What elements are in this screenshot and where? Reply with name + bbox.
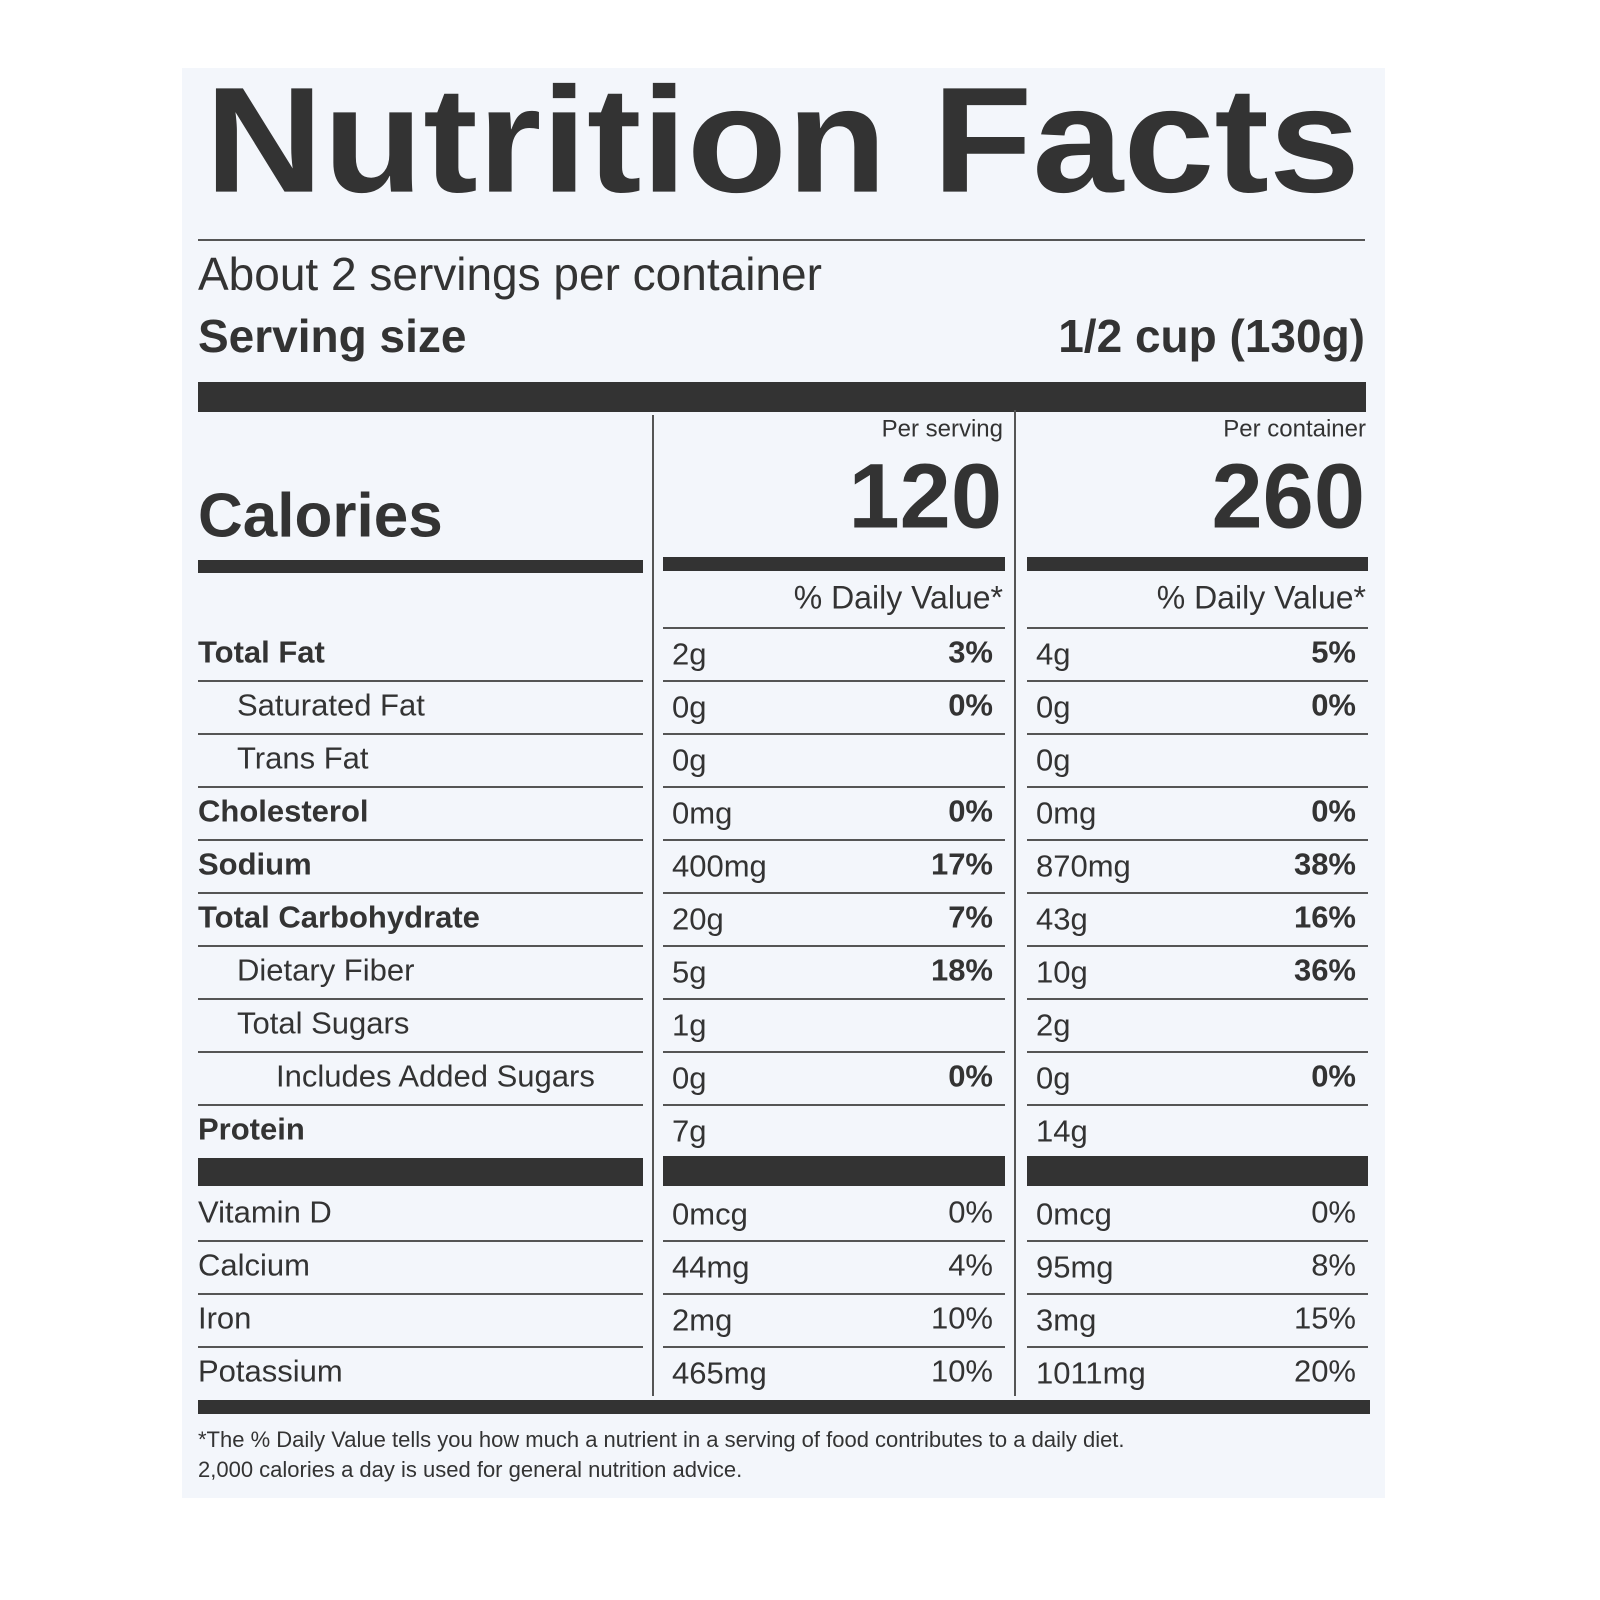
daily-value: 8%: [1311, 1248, 1356, 1283]
amount: 0mcg: [672, 1197, 748, 1232]
daily-value: 0%: [1311, 688, 1356, 723]
nutrient-name: Total Carbohydrate: [198, 900, 480, 935]
daily-value: 0%: [948, 1195, 993, 1230]
amount: 20g: [672, 902, 724, 937]
calories-value: 120: [849, 445, 1003, 547]
serving-size-value: 1/2 cup (130g): [1058, 310, 1365, 362]
amount: 2mg: [672, 1303, 732, 1338]
nutrient-name: Calcium: [198, 1248, 310, 1283]
amount: 5g: [672, 955, 706, 990]
amount: 870mg: [1036, 849, 1131, 884]
calories-value: 260: [1212, 445, 1366, 547]
amount: 95mg: [1036, 1250, 1114, 1285]
nutrient-name: Total Sugars: [237, 1006, 409, 1041]
daily-value: 38%: [1294, 847, 1356, 882]
column-heading: Per container: [1223, 415, 1366, 442]
amount: 0mcg: [1036, 1197, 1112, 1232]
nutrient-name: Vitamin D: [198, 1195, 332, 1230]
amount: 0mg: [1036, 796, 1096, 831]
nutrient-name: Trans Fat: [237, 741, 369, 776]
nutrient-name: Dietary Fiber: [237, 953, 414, 988]
amount: 0g: [1036, 743, 1070, 778]
daily-value: 0%: [948, 688, 993, 723]
servings: About 2 servings per container: [198, 248, 822, 300]
bar: [1027, 557, 1368, 571]
nutrient-name: Includes Added Sugars: [276, 1059, 595, 1094]
amount: 2g: [1036, 1008, 1070, 1043]
footnote: 2,000 calories a day is used for general…: [198, 1457, 742, 1482]
amount: 0g: [1036, 1061, 1070, 1096]
daily-value: 4%: [948, 1248, 993, 1283]
amount: 0g: [672, 743, 706, 778]
daily-value: 16%: [1294, 900, 1356, 935]
daily-value: 3%: [948, 635, 993, 670]
nutrient-name: Cholesterol: [198, 794, 369, 829]
column-heading: Per serving: [882, 415, 1003, 442]
label-background: [182, 68, 1385, 1498]
bar: [198, 1158, 643, 1186]
amount: 3mg: [1036, 1303, 1096, 1338]
nutrient-name: Potassium: [198, 1354, 343, 1389]
nutrient-name: Sodium: [198, 847, 312, 882]
bottom-bar: [198, 1400, 1370, 1414]
amount: 1011mg: [1036, 1356, 1146, 1391]
daily-value: 36%: [1294, 953, 1356, 988]
amount: 0g: [1036, 690, 1070, 725]
amount: 10g: [1036, 955, 1088, 990]
daily-value: 18%: [931, 953, 993, 988]
daily-value: 0%: [1311, 1195, 1356, 1230]
amount: 400mg: [672, 849, 767, 884]
bar: [198, 560, 643, 573]
amount: 44mg: [672, 1250, 750, 1285]
nutrient-name: Iron: [198, 1301, 251, 1336]
amount: 2g: [672, 637, 706, 672]
daily-value: 17%: [931, 847, 993, 882]
daily-value: 5%: [1311, 635, 1356, 670]
dv-heading: % Daily Value*: [1157, 579, 1366, 615]
amount: 43g: [1036, 902, 1088, 937]
daily-value: 20%: [1294, 1354, 1356, 1389]
bar: [663, 1156, 1005, 1186]
amount: 0g: [672, 690, 706, 725]
amount: 465mg: [672, 1356, 767, 1391]
daily-value: 7%: [948, 900, 993, 935]
nutrient-name: Saturated Fat: [237, 688, 425, 723]
title: Nutrition Facts: [205, 56, 1360, 224]
daily-value: 0%: [1311, 794, 1356, 829]
daily-value: 15%: [1294, 1301, 1356, 1336]
nutrient-name: Total Fat: [198, 635, 325, 670]
nutrient-name: Protein: [198, 1112, 305, 1147]
daily-value: 10%: [931, 1301, 993, 1336]
amount: 0mg: [672, 796, 732, 831]
amount: 1g: [672, 1008, 706, 1043]
footnote: *The % Daily Value tells you how much a …: [198, 1427, 1125, 1452]
daily-value: 0%: [948, 794, 993, 829]
bar: [1027, 1156, 1368, 1186]
amount: 7g: [672, 1114, 706, 1149]
thick-bar: [198, 382, 1366, 412]
daily-value: 10%: [931, 1354, 993, 1389]
dv-heading: % Daily Value*: [794, 579, 1003, 615]
amount: 14g: [1036, 1114, 1088, 1149]
daily-value: 0%: [1311, 1059, 1356, 1094]
bar: [663, 557, 1005, 571]
amount: 4g: [1036, 637, 1070, 672]
daily-value: 0%: [948, 1059, 993, 1094]
serving-size-label: Serving size: [198, 310, 466, 362]
amount: 0g: [672, 1061, 706, 1096]
calories-label: Calories: [198, 481, 443, 550]
